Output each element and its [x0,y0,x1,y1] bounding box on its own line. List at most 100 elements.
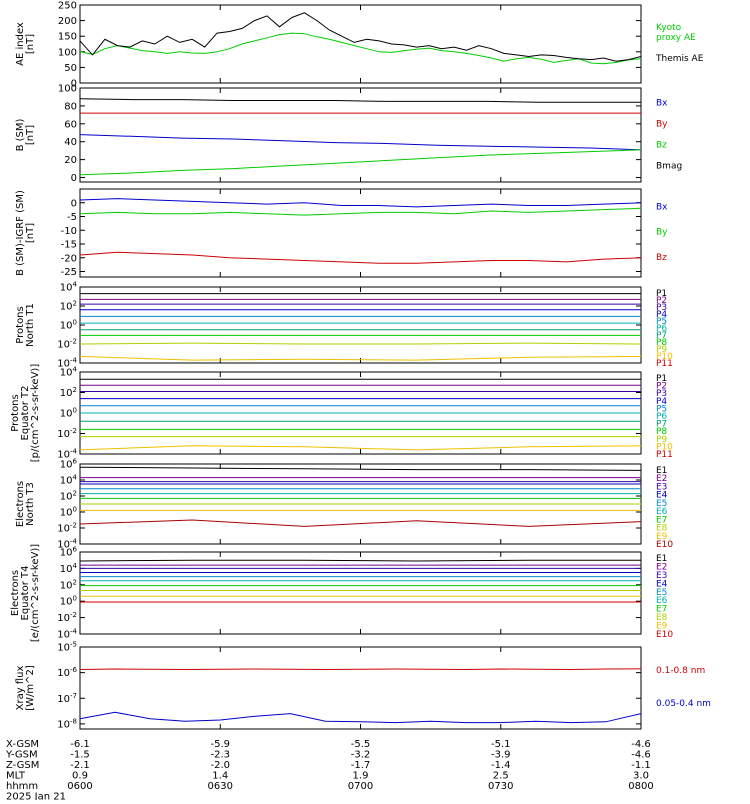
y-axis-label: B (SM)[nT] [15,118,36,151]
y-tick-label: 104 [60,474,78,487]
legend-entry-line: P9 [656,345,667,355]
legend-entry: P3 [656,303,667,313]
legend-entry: P3 [656,389,667,399]
legend-entry-line: 0.05-0.4 nm [656,699,711,709]
footer-value: -6.1 [70,739,90,750]
legend-entry-line: E10 [656,540,673,550]
legend-entry: E4 [656,579,668,589]
legend-entry-line: P10 [656,442,673,452]
legend-entry-line: Bx [656,203,668,213]
footer-value: -1.4 [491,760,511,771]
series-line-e1 [79,466,642,471]
legend-entry-line: By [656,228,668,238]
footer-value: -2.0 [210,760,230,771]
y-tick-label: 20 [64,155,77,166]
footer-value: 2.5 [493,771,509,782]
footer-value: -3.9 [491,750,511,761]
legend-entry-line: E6 [656,507,668,517]
y-tick-label: 80 [64,101,77,112]
footer-value: -1.5 [70,750,90,761]
y-tick-exponent: -8 [70,717,77,725]
legend-entry-line: E2 [656,474,667,484]
y-tick-exponent: -4 [70,448,78,456]
footer-group: X-GSM -6.1 -5.9 -5.5 -5.1 -4.6 Y-GSM -1.5 -2.3 -3… [5,739,654,803]
legend-entry: P4 [656,397,667,407]
legend-entry: P1 [656,289,667,299]
legend-entry-line: E1 [656,554,667,564]
legend-entry-line: P8 [656,338,667,348]
legend-entry: E6 [656,507,668,517]
y-tick-label: 10-4 [57,628,77,641]
legend-entry: Bx [656,203,668,213]
legend-entry-line: P2 [656,296,667,306]
y-tick-label: -5 [67,212,77,223]
y-axis-label: ElectronsEquator T4[e/(cm^2-s-sr-keV)] [10,544,41,642]
y-axis-label-line: [p/(cm^2-s-sr-keV)] [30,364,41,463]
legend-entry-line: P5 [656,404,667,414]
legend-entry: E3 [656,482,667,492]
y-tick-label: -10 [61,226,77,237]
y-tick-label: 102 [60,578,77,591]
y-tick-label: 10-5 [57,641,77,654]
legend-entry-line: P10 [656,352,673,362]
legend-entry-line: P6 [656,412,667,422]
panel-frame [79,4,642,84]
y-tick-exponent: 2 [73,386,77,394]
legend-entry-line: Bmag [656,161,682,171]
legend-entry: P5 [656,317,667,327]
y-axis-label: Xray flux[W/m^2] [15,665,36,711]
y-tick-label: 100 [58,84,77,95]
y-tick-exponent: 4 [73,474,78,482]
legend-entry-line: By [656,120,668,130]
y-tick-label: -15 [61,240,77,251]
legend-entry: P8 [656,338,667,348]
legend-entry-line: E10 [656,630,673,640]
footer-date: 2025 Jan 21 [6,792,66,801]
legend-entry-line: E6 [656,596,668,606]
y-tick-label: 100 [60,506,77,519]
legend-entry-line: P8 [656,427,667,437]
legend-entry: E9 [656,532,668,542]
footer-row-label: Z-GSM [6,760,39,771]
legend-entry: E7 [656,605,667,615]
y-tick-exponent: -4 [70,628,78,636]
y-axis-label-line: Electrons [10,570,21,616]
footer-value: -2.1 [70,760,90,771]
footer-row-label: Y-GSM [5,750,38,761]
series-line-kyoto-proxy-ae [79,32,642,65]
y-tick-label: 150 [58,32,77,43]
legend-entry-line: E4 [656,579,668,589]
panel-frame [79,188,642,278]
y-axis-label-line: [nT] [25,34,36,54]
y-tick-label: 10-2 [57,522,77,535]
legend-entry-line: Kyoto [656,23,682,33]
footer-value: 0.9 [72,771,88,782]
footer-row-label: MLT [6,771,26,782]
y-axis-label-line: AE index [15,22,26,66]
series-line-bz [79,251,642,264]
y-tick-exponent: 2 [73,300,77,308]
legend-entry: By [656,228,668,238]
series-line-bz [79,149,642,176]
panel-2: -25 -20 -15 -10 -5 0 B (SM)-IGRF (SM)[nT] Bx By B… [15,188,668,278]
y-tick-label: 104 [60,281,78,294]
legend-entry-line: P6 [656,324,667,334]
legend-entry-line: E8 [656,524,668,534]
legend-entry: Bmag [656,161,682,171]
y-tick-exponent: 2 [73,578,77,586]
legend-entry: P2 [656,382,667,392]
y-tick-exponent: -6 [70,666,78,674]
series-line-p10 [79,355,642,361]
legend-entry-line: E9 [656,532,668,542]
legend-entry: P6 [656,324,667,334]
y-tick-label: 102 [60,386,77,399]
series-line-e10 [79,519,642,527]
y-axis-label-line: B (SM) [15,118,26,151]
legend-entry: P11 [656,359,673,369]
legend-entry: P2 [656,296,667,306]
legend-entry-line: E5 [656,588,667,598]
legend-entry-line: P5 [656,317,667,327]
